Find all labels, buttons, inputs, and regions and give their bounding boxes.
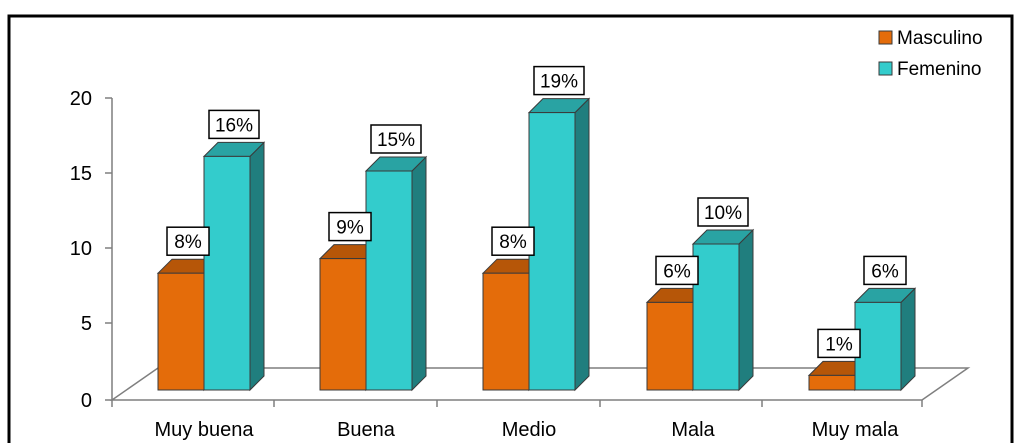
legend-swatch — [878, 30, 893, 45]
bar-front-face — [319, 258, 367, 391]
y-tick-label: 15 — [70, 163, 92, 185]
bar-front-face — [808, 374, 856, 391]
bar-side-face — [900, 287, 916, 392]
x-tick-label: Mala — [671, 419, 715, 441]
bar-side-face — [738, 228, 754, 392]
data-label: 9% — [328, 211, 372, 242]
data-label: 6% — [655, 255, 699, 286]
data-label-box — [328, 211, 372, 242]
data-label-box — [697, 197, 749, 227]
data-label-text: 16% — [215, 115, 253, 136]
legend-label: Femenino — [897, 59, 982, 80]
y-tick-label: 0 — [81, 390, 92, 412]
data-label-text: 1% — [825, 334, 853, 355]
bar-femenino — [691, 228, 755, 392]
x-tick-label: Buena — [337, 419, 396, 441]
data-label: 16% — [208, 109, 260, 140]
y-tick-label: 20 — [70, 88, 92, 110]
legend-label: Masculino — [897, 28, 983, 49]
bar-side-face — [411, 155, 427, 392]
chart-floor — [109, 367, 971, 401]
floor-plane — [109, 367, 971, 401]
bar-front-face — [482, 272, 530, 391]
legend-swatch — [878, 61, 893, 76]
data-label: 6% — [863, 255, 907, 286]
bar-side-face — [249, 141, 265, 392]
data-label-text: 6% — [663, 261, 691, 282]
data-label-box — [208, 109, 260, 140]
y-tick-label: 5 — [81, 313, 92, 335]
bar-femenino — [364, 155, 428, 392]
bar-femenino — [527, 97, 591, 392]
data-label-text: 15% — [377, 130, 415, 151]
data-label-box — [533, 65, 585, 96]
x-axis-labels: Muy buena Buena Medio Mala Muy mala — [155, 419, 900, 441]
data-label: 8% — [166, 226, 210, 256]
data-label-box — [655, 255, 699, 286]
data-label-box — [817, 328, 861, 359]
data-label-box — [166, 226, 210, 256]
legend: Masculino Femenino — [878, 28, 983, 80]
bar-front-face — [157, 272, 205, 391]
bar-front-face — [203, 155, 251, 391]
data-label: 19% — [533, 65, 585, 96]
y-axis: 0 5 10 15 20 — [70, 88, 923, 412]
x-tick-label: Muy buena — [155, 419, 255, 441]
bar-front-face — [692, 243, 740, 391]
data-label: 15% — [370, 124, 422, 154]
data-label-box — [863, 255, 907, 286]
data-label-text: 10% — [704, 203, 742, 224]
data-label-box — [370, 124, 422, 154]
data-label-box — [491, 226, 535, 256]
bars — [156, 97, 917, 392]
data-label: 8% — [491, 226, 535, 256]
bar-front-face — [528, 112, 576, 391]
x-tick-label: Muy mala — [812, 419, 900, 441]
data-label-text: 6% — [871, 261, 899, 282]
data-label-text: 8% — [174, 232, 202, 253]
data-label: 1% — [817, 328, 861, 359]
data-label: 10% — [697, 197, 749, 227]
y-tick-label: 10 — [70, 238, 92, 260]
data-label-text: 8% — [499, 232, 527, 253]
bar-side-face — [574, 97, 590, 392]
data-label-text: 19% — [540, 72, 578, 93]
bar-front-face — [646, 301, 694, 391]
bar-femenino — [853, 287, 917, 392]
data-label-text: 9% — [336, 218, 364, 239]
x-tick-label: Medio — [502, 419, 556, 441]
bar-femenino — [202, 141, 266, 392]
bar-front-face — [854, 301, 902, 391]
bar-front-face — [365, 170, 413, 391]
data-labels: 8% 16% 9% 15% 8% 19% 6% 10% 1% 6% — [166, 65, 907, 359]
